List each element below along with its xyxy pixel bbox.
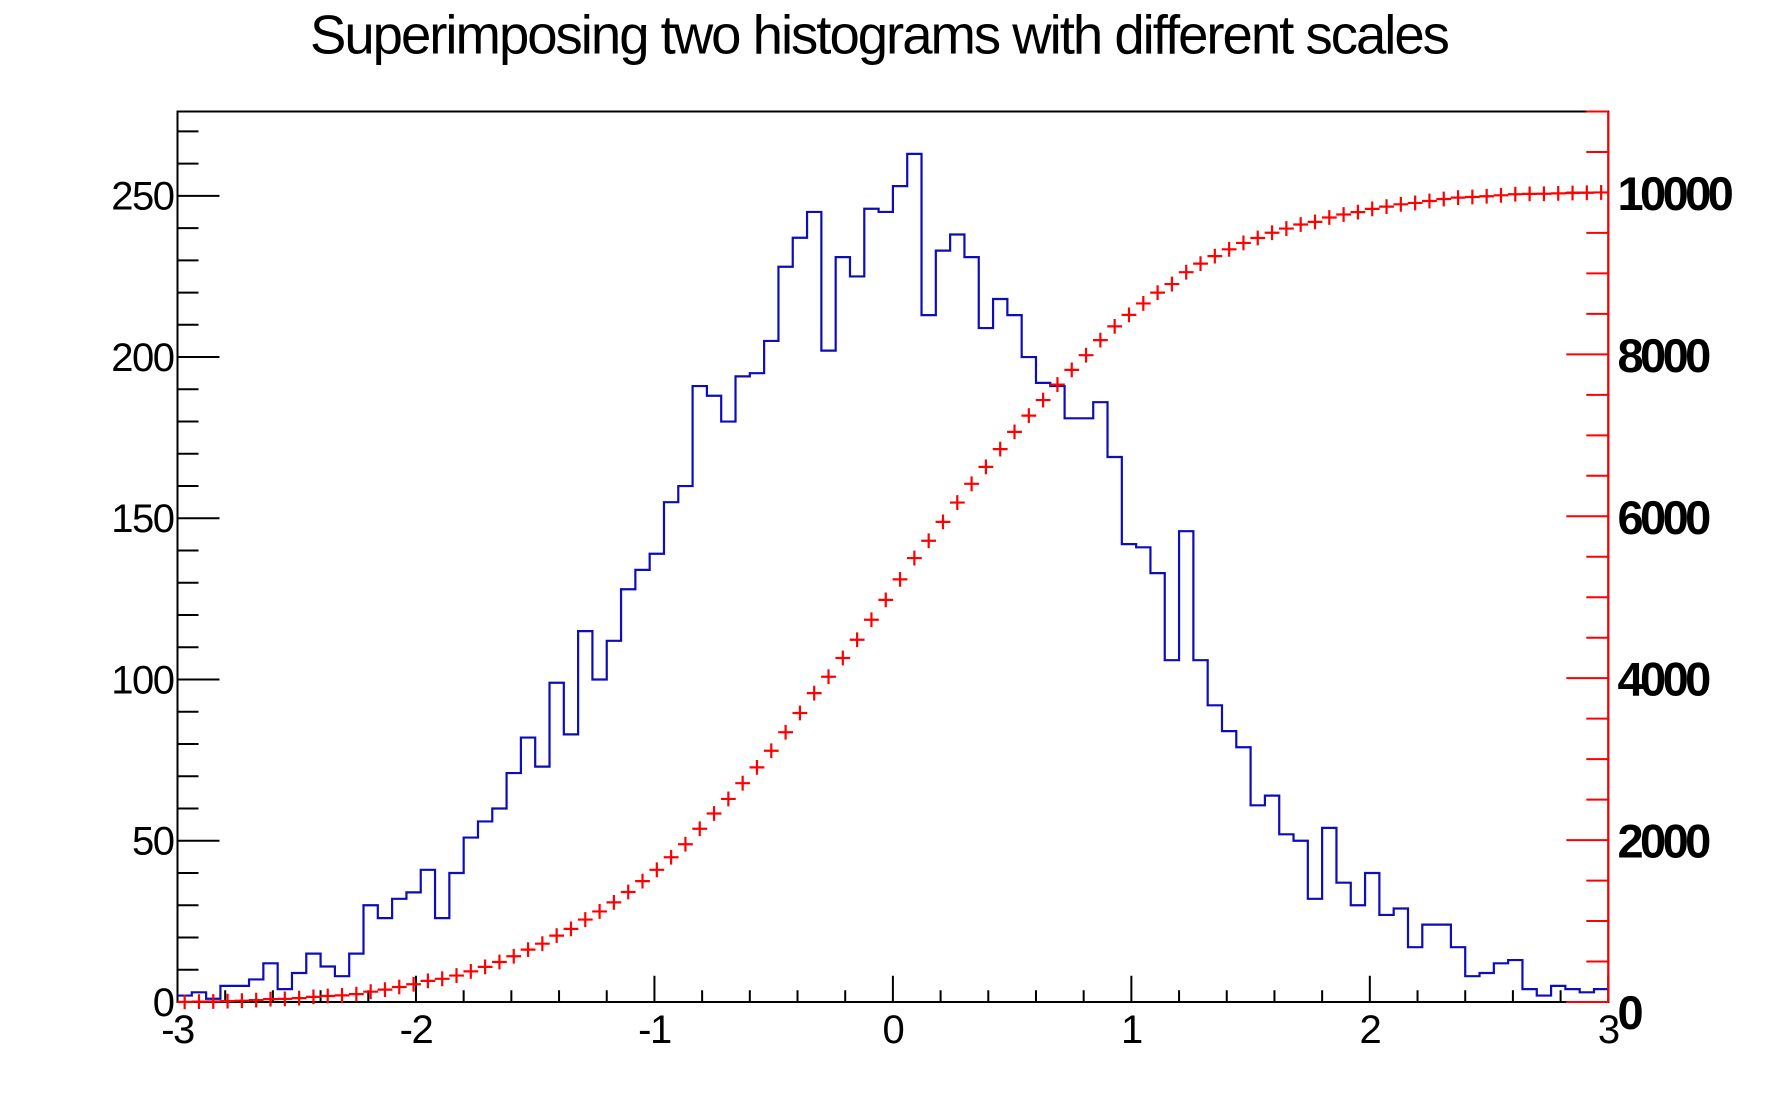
svg-text:8000: 8000 (1618, 329, 1711, 382)
svg-text:150: 150 (111, 497, 173, 541)
svg-text:50: 50 (132, 820, 174, 864)
svg-text:0: 0 (153, 981, 174, 1025)
svg-text:-3: -3 (161, 1008, 194, 1052)
svg-text:1: 1 (1121, 1008, 1142, 1052)
svg-text:2: 2 (1359, 1008, 1380, 1052)
svg-text:250: 250 (111, 175, 173, 219)
svg-text:10000: 10000 (1618, 167, 1733, 220)
svg-text:3: 3 (1598, 1008, 1619, 1052)
svg-text:0: 0 (883, 1008, 904, 1052)
svg-text:Superimposing two histograms w: Superimposing two histograms with differ… (310, 5, 1449, 66)
svg-text:-1: -1 (638, 1008, 671, 1052)
svg-text:0: 0 (1618, 986, 1643, 1039)
svg-text:100: 100 (111, 658, 173, 702)
svg-text:2000: 2000 (1618, 815, 1711, 868)
svg-text:-2: -2 (400, 1008, 433, 1052)
svg-text:4000: 4000 (1618, 653, 1711, 706)
svg-text:6000: 6000 (1618, 491, 1711, 544)
svg-text:200: 200 (111, 336, 173, 380)
